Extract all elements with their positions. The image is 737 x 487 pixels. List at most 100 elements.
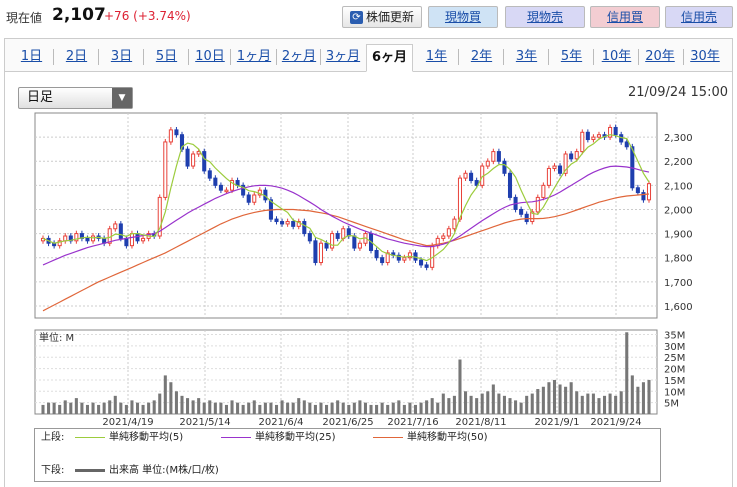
candle-body: [141, 237, 146, 242]
volume-bar: [147, 402, 151, 414]
volume-bar: [141, 404, 145, 414]
candle-body: [113, 223, 118, 230]
legend-volume: 出来高 単位:(M株/口/枚): [75, 465, 219, 477]
candle-body: [635, 187, 640, 194]
volume-bar: [297, 398, 301, 414]
volume-bar: [313, 404, 317, 414]
candle-body: [407, 252, 412, 259]
tab-period-7[interactable]: 3ヶ月: [325, 49, 361, 64]
tab-period-14[interactable]: 20年: [645, 49, 675, 64]
volume-bar: [619, 391, 623, 414]
volume-bar: [547, 382, 551, 414]
tab-period-4[interactable]: 10日: [195, 49, 225, 64]
volume-bar: [502, 395, 506, 414]
candle-body: [202, 151, 207, 172]
candle-body: [168, 129, 173, 143]
candle-body: [519, 208, 524, 215]
volume-bar: [236, 402, 240, 414]
tab-separator: [188, 49, 189, 65]
candle-body: [530, 211, 535, 223]
volume-bar: [602, 395, 607, 414]
volume-bar: [363, 402, 367, 414]
update-price-button[interactable]: ⟳ 株価更新: [342, 6, 422, 28]
volume-bar: [180, 395, 184, 414]
volume-bar: [63, 400, 67, 414]
legend-upper-label: 上段:: [41, 432, 65, 443]
volume-bar: [452, 395, 456, 414]
candle-body: [274, 218, 279, 223]
volume-bar: [464, 391, 468, 414]
volume-bar: [213, 402, 217, 414]
candle-body: [585, 131, 590, 141]
candle-body: [457, 177, 463, 220]
legend-lower-label: 下段:: [41, 465, 65, 476]
candle-body: [280, 221, 285, 225]
tab-period-9[interactable]: 1年: [425, 49, 448, 64]
volume-bar: [252, 400, 256, 414]
volume-y-tick: 30M: [664, 342, 685, 353]
volume-bar: [647, 379, 651, 414]
tab-separator: [548, 49, 549, 65]
candle-body: [129, 233, 134, 247]
candle-body: [252, 194, 257, 203]
tab-period-5[interactable]: 1ヶ月: [236, 49, 272, 64]
tab-period-13[interactable]: 10年: [601, 49, 632, 64]
volume-bar: [425, 400, 429, 414]
volume-bar: [325, 404, 329, 414]
volume-bar: [564, 386, 568, 414]
volume-bar: [358, 400, 362, 414]
tab-period-3[interactable]: 5日: [155, 49, 178, 64]
price-plot-frame: [34, 112, 658, 319]
volume-bar: [641, 382, 645, 414]
volume-bar: [580, 395, 584, 414]
candle-body: [179, 134, 185, 150]
volume-bar: [491, 384, 495, 414]
volume-bar: [80, 402, 84, 414]
volume-bar: [102, 402, 106, 414]
candle-body: [569, 153, 574, 160]
tab-period-2[interactable]: 3日: [110, 49, 133, 64]
tab-period-8[interactable]: 6ヶ月: [366, 44, 413, 72]
volume-y-tick: 15M: [664, 376, 685, 387]
volume-bar: [569, 382, 573, 414]
tab-period-6[interactable]: 2ヶ月: [281, 49, 317, 64]
x-tick-label: 2021/6/25: [322, 417, 373, 428]
x-tick-label: 2021/9/24: [590, 417, 641, 428]
period-select[interactable]: 日足 ▼: [18, 87, 133, 109]
tab-period-1[interactable]: 2日: [65, 49, 88, 64]
candle-body: [224, 189, 229, 193]
tab-period-15[interactable]: 30年: [690, 49, 720, 64]
candle-body: [335, 233, 340, 239]
spot-sell-button[interactable]: 現物売: [505, 6, 585, 28]
spot-buy-button[interactable]: 現物買: [428, 6, 498, 28]
volume-bar: [330, 402, 334, 414]
margin-buy-button[interactable]: 信用買: [590, 6, 660, 28]
volume-y-tick: 5M: [664, 399, 679, 410]
volume-bar: [263, 402, 267, 414]
volume-bar: [552, 379, 557, 414]
candle-body: [546, 167, 551, 186]
tab-period-10[interactable]: 2年: [470, 49, 493, 64]
price-change: +76 (+3.74%): [104, 9, 191, 23]
volume-bar: [575, 391, 579, 414]
x-tick-label: 2021/9/1: [535, 417, 580, 428]
candle-body: [191, 153, 196, 167]
candle-body: [157, 196, 162, 237]
legend-ma25-label: 単純移動平均(25): [255, 432, 336, 443]
candle-body: [552, 165, 557, 169]
ma50-line: [42, 193, 650, 312]
volume-bar: [386, 404, 390, 414]
volume-bar: [519, 402, 523, 414]
volume-bar: [336, 400, 340, 414]
candle-body: [624, 141, 629, 148]
tab-period-12[interactable]: 5年: [560, 49, 583, 64]
volume-bar: [113, 395, 117, 414]
volume-bar: [130, 400, 134, 414]
volume-bar: [508, 398, 512, 414]
tab-period-0[interactable]: 1日: [20, 49, 43, 64]
margin-sell-button[interactable]: 信用売: [665, 6, 733, 28]
price-y-tick: 1,600: [664, 302, 693, 313]
price-y-tick: 1,800: [664, 254, 693, 265]
tab-period-11[interactable]: 3年: [515, 49, 538, 64]
volume-bar: [230, 400, 234, 414]
